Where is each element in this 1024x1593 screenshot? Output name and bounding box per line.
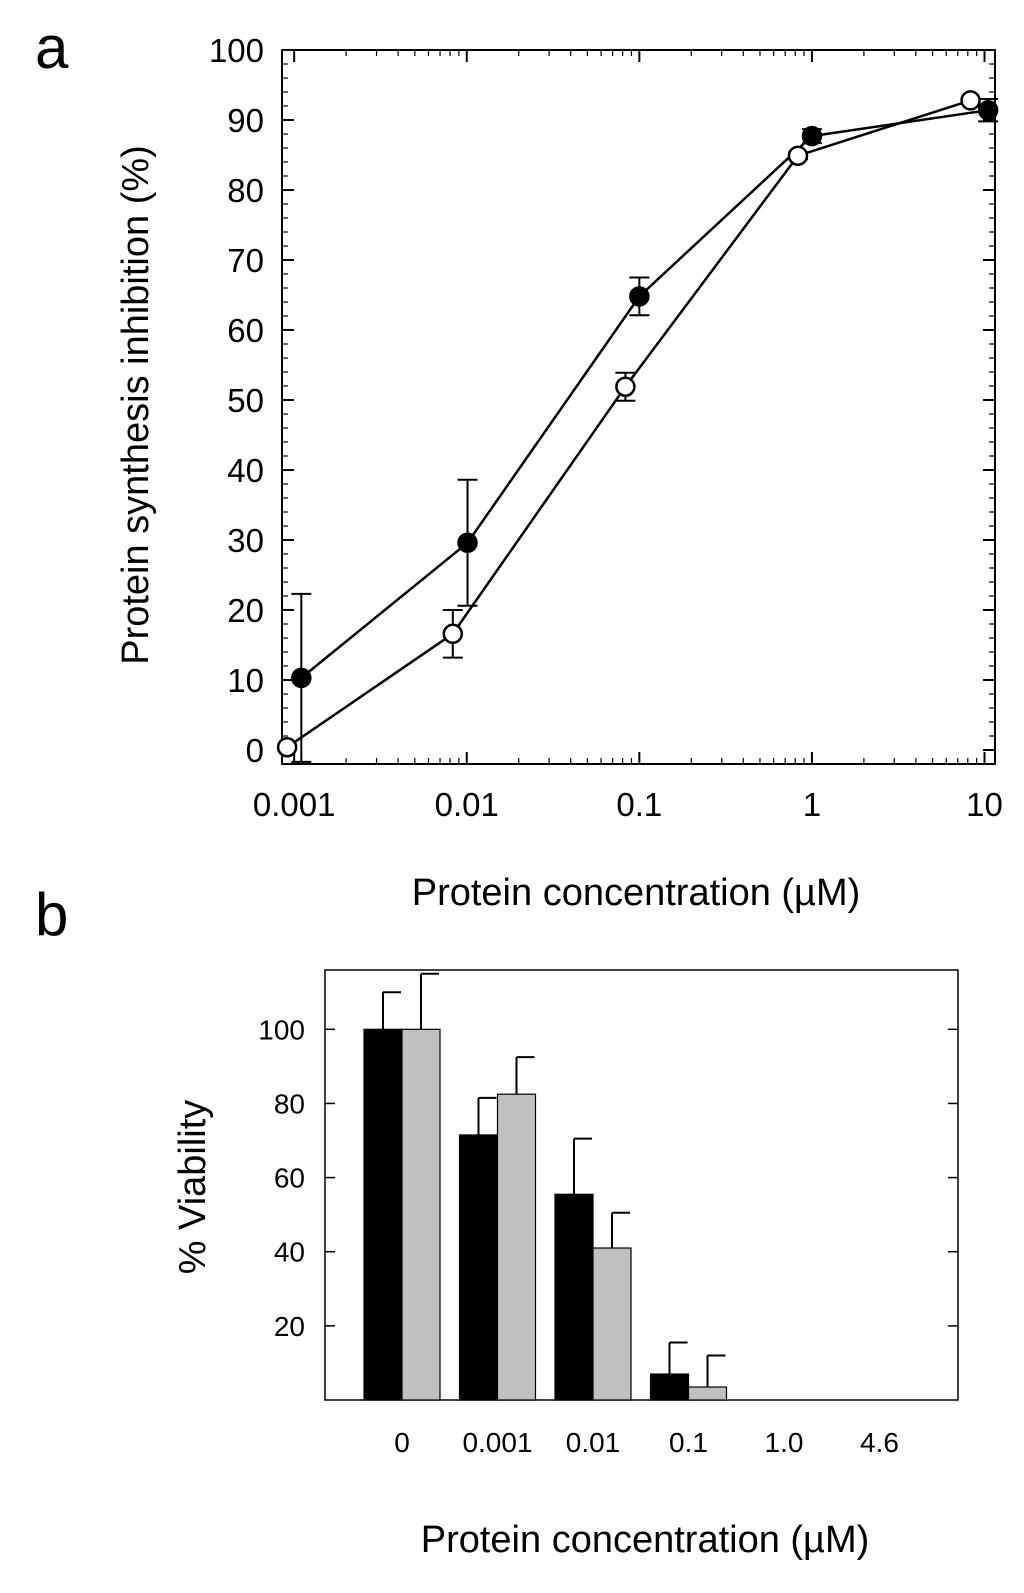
- y-tick-label: 20: [227, 592, 264, 629]
- x-tick-label: 1: [803, 786, 821, 823]
- bar: [554, 1193, 594, 1401]
- panel-a-x-axis: 0.001 0.01 0.1 1 10: [253, 50, 1003, 823]
- open-data-point: [442, 623, 464, 645]
- x-tick-label: 0.1: [616, 786, 662, 823]
- panel-a-y-axis: 0 10 20 30 40 50 60 70 80 90 100: [209, 32, 995, 769]
- filled-data-point: [457, 532, 478, 554]
- x-tick-label: 0.01: [435, 786, 499, 823]
- y-tick-label: 40: [274, 1237, 305, 1268]
- filled-data-point: [801, 125, 823, 147]
- filled-data-point: [629, 286, 650, 307]
- panel-b-y-axis-label: % Viability: [172, 1100, 214, 1275]
- x-tick-label: 1.0: [765, 1427, 804, 1458]
- y-tick-label: 10: [227, 662, 264, 699]
- y-tick-label: 80: [274, 1088, 305, 1119]
- open-data-point: [960, 90, 981, 111]
- y-tick-label: 60: [227, 312, 264, 349]
- y-tick-label: 0: [246, 732, 264, 769]
- panel-a-chart: 0 10 20 30 40 50 60 70 80 90 100 0.001 0.01 0.1 1 10 P…: [115, 32, 1003, 914]
- x-tick-label: 0: [394, 1427, 410, 1458]
- y-tick-label: 50: [227, 382, 264, 419]
- bar: [401, 1028, 441, 1401]
- panel-b-chart: 20 40 60 80 100 0 0.001 0.01 0.1 1.0 4.6 Protein …: [172, 969, 959, 1561]
- panel-a-letter: a: [35, 14, 69, 81]
- panel-b-x-axis-label: Protein concentration (µM): [421, 1519, 870, 1561]
- series-line: [286, 99, 971, 749]
- x-tick-label: 0.001: [462, 1427, 532, 1458]
- bar: [458, 1134, 499, 1401]
- y-tick-label: 60: [274, 1163, 305, 1194]
- bar: [687, 1386, 728, 1401]
- bar: [592, 1247, 632, 1401]
- bar: [363, 1028, 403, 1401]
- x-tick-label: 0.01: [566, 1427, 621, 1458]
- y-tick-label: 70: [227, 242, 264, 279]
- x-tick-label: 0.1: [669, 1427, 708, 1458]
- series-line: [300, 108, 989, 679]
- panel-a-plot-frame: [281, 49, 996, 765]
- filled-data-point: [977, 99, 999, 121]
- bar: [496, 1093, 537, 1401]
- open-data-point: [787, 145, 809, 166]
- y-tick-label: 40: [227, 452, 264, 489]
- panel-a-x-axis-label: Protein concentration (µM): [412, 872, 861, 914]
- y-tick-label: 20: [274, 1311, 305, 1342]
- panel-a-y-axis-label: Protein synthesis inhibition (%): [115, 145, 157, 665]
- bar: [649, 1373, 690, 1401]
- panel-b-y-axis: 20 40 60 80 100: [258, 1014, 958, 1342]
- panel-b-bars: [363, 972, 728, 1401]
- x-tick-label: 0.001: [253, 786, 336, 823]
- panel-b-letter: b: [35, 881, 68, 948]
- x-tick-label: 4.6: [860, 1427, 899, 1458]
- open-data-point: [276, 736, 298, 758]
- filled-data-point: [291, 667, 312, 689]
- x-tick-label: 10: [966, 786, 1003, 823]
- panel-b-x-axis: 0 0.001 0.01 0.1 1.0 4.6: [394, 1427, 899, 1458]
- y-tick-label: 30: [227, 522, 264, 559]
- panel-b-plot-frame: [324, 969, 959, 1401]
- y-tick-label: 80: [227, 172, 264, 209]
- y-tick-label: 100: [258, 1014, 305, 1045]
- y-tick-label: 100: [209, 32, 264, 69]
- open-data-point: [615, 376, 636, 397]
- y-tick-label: 90: [227, 102, 264, 139]
- panel-a-series: [276, 90, 999, 763]
